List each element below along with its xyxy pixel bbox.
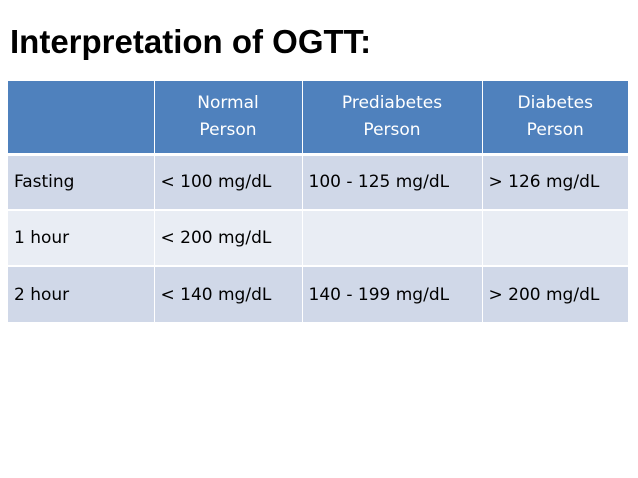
header-line-2: Person	[199, 119, 257, 140]
table-cell: < 200 mg/dL	[154, 209, 303, 266]
row-label: 1 hour	[8, 209, 155, 266]
table-cell: < 140 mg/dL	[154, 265, 303, 322]
table-cell: > 126 mg/dL	[482, 152, 628, 210]
header-line-2: Person	[363, 119, 421, 140]
table-cell	[302, 209, 483, 266]
table-cell: 100 - 125 mg/dL	[302, 152, 483, 210]
ogtt-table: Normal Person Prediabetes Person Diabete…	[8, 81, 628, 322]
table-row: Fasting < 100 mg/dL 100 - 125 mg/dL > 12…	[8, 152, 628, 210]
slide-title: Interpretation of OGTT:	[10, 23, 372, 60]
header-cell-diabetes: Diabetes Person	[482, 81, 628, 154]
header-cell-prediabetes: Prediabetes Person	[302, 81, 483, 154]
row-label: Fasting	[8, 152, 155, 210]
header-line-2: Person	[526, 119, 584, 140]
table-header-row: Normal Person Prediabetes Person Diabete…	[8, 81, 628, 154]
header-line-1: Prediabetes	[341, 92, 443, 113]
header-cell-normal: Normal Person	[154, 81, 303, 154]
table-row: 1 hour < 200 mg/dL	[8, 209, 628, 266]
header-line-1: Diabetes	[517, 92, 593, 113]
row-label: 2 hour	[8, 265, 155, 322]
table-cell	[482, 209, 628, 266]
table-cell: > 200 mg/dL	[482, 265, 628, 322]
header-line-1: Normal	[197, 92, 259, 113]
table-row: 2 hour < 140 mg/dL 140 - 199 mg/dL > 200…	[8, 265, 628, 322]
table-cell: < 100 mg/dL	[154, 152, 303, 210]
table-cell: 140 - 199 mg/dL	[302, 265, 483, 322]
header-cell-blank	[8, 81, 155, 154]
